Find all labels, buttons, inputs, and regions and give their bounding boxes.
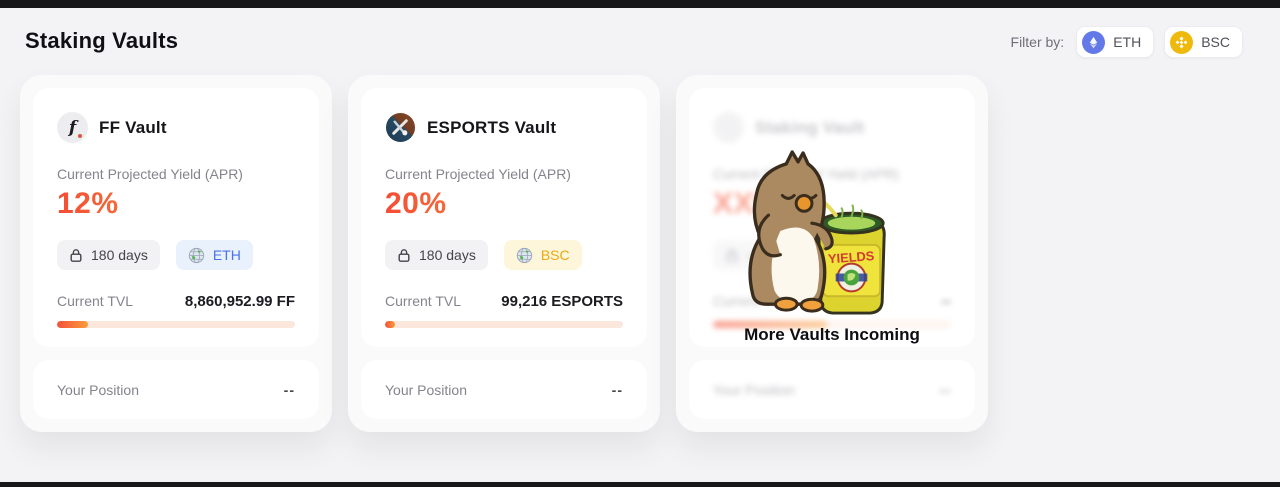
- vault-card-ff[interactable]: f FF Vault Current Projected Yield (APR)…: [20, 75, 332, 432]
- tvl-label: Current TVL: [713, 293, 789, 309]
- lock-icon: [398, 248, 410, 262]
- position-value: --: [939, 381, 951, 398]
- position-label: Your Position: [57, 381, 139, 398]
- tvl-progress-fill: [57, 321, 88, 328]
- bottom-letterbox-bar: [0, 482, 1280, 487]
- tvl-progress-fill: [385, 321, 395, 328]
- bsc-icon: [1170, 30, 1194, 54]
- vault-card-esports[interactable]: ESPORTS Vault Current Projected Yield (A…: [348, 75, 660, 432]
- network-badge-bsc: BSC: [503, 240, 582, 270]
- your-position-card: Your Position --: [361, 360, 647, 419]
- placeholder-token-icon: [713, 112, 744, 143]
- globe-icon: [516, 247, 532, 263]
- ff-token-icon: f: [57, 112, 88, 143]
- tvl-progress-fill: [713, 321, 828, 328]
- top-letterbox-bar: [0, 0, 1280, 8]
- lock-period-badge: 180 days: [385, 240, 488, 270]
- filter-bar: Filter by: ETH BSC: [1011, 26, 1243, 58]
- apr-value: 12%: [57, 187, 295, 221]
- apr-value: XX%: [713, 187, 951, 221]
- lock-icon: [70, 248, 82, 262]
- vault-name: FF Vault: [99, 117, 167, 137]
- position-value: --: [283, 381, 295, 398]
- position-label: Your Position: [713, 381, 795, 398]
- tvl-label: Current TVL: [57, 293, 133, 309]
- more-vaults-incoming-text: More Vaults Incoming: [744, 325, 920, 344]
- vault-main-card: f FF Vault Current Projected Yield (APR)…: [33, 88, 319, 347]
- network-badge-eth: ETH: [175, 240, 253, 270]
- lock-icon: [726, 248, 738, 262]
- filter-bsc-button[interactable]: BSC: [1164, 26, 1243, 58]
- eth-icon: [1082, 30, 1106, 54]
- lock-period-badge: 180 days: [57, 240, 160, 270]
- vault-main-card: ESPORTS Vault Current Projected Yield (A…: [361, 88, 647, 347]
- tvl-value: --: [941, 293, 951, 310]
- apr-label: Current Projected Yield (APR): [385, 166, 571, 182]
- tvl-progress-track: [385, 321, 623, 328]
- position-label: Your Position: [385, 381, 467, 398]
- vault-name: Staking Vault: [755, 117, 865, 137]
- filter-eth-button[interactable]: ETH: [1076, 26, 1155, 58]
- vault-card-list: f FF Vault Current Projected Yield (APR)…: [20, 75, 988, 432]
- filter-bsc-label: BSC: [1201, 34, 1230, 50]
- your-position-card: Your Position --: [33, 360, 319, 419]
- vault-main-card: Staking Vault Current Projected Yield (A…: [689, 88, 975, 347]
- tvl-value: 99,216 ESPORTS: [501, 293, 623, 310]
- vault-card-coming-soon: Staking Vault Current Projected Yield (A…: [676, 75, 988, 432]
- filter-by-label: Filter by:: [1010, 34, 1065, 50]
- position-value: --: [611, 381, 623, 398]
- tvl-label: Current TVL: [385, 293, 461, 309]
- tvl-value: 8,860,952.99 FF: [184, 293, 295, 310]
- apr-label: Current Projected Yield (APR): [57, 166, 243, 182]
- tvl-progress-track: [57, 321, 295, 328]
- filter-eth-label: ETH: [1113, 34, 1142, 50]
- your-position-card: Your Position --: [689, 360, 975, 419]
- vault-name: ESPORTS Vault: [427, 117, 557, 137]
- esports-token-icon: [385, 112, 416, 143]
- globe-icon: [188, 247, 204, 263]
- apr-value: 20%: [385, 187, 623, 221]
- page-title: Staking Vaults: [25, 28, 179, 53]
- apr-label: Current Projected Yield (APR): [713, 166, 899, 182]
- tvl-progress-track: [713, 321, 951, 328]
- lock-period-badge: --: [713, 240, 769, 270]
